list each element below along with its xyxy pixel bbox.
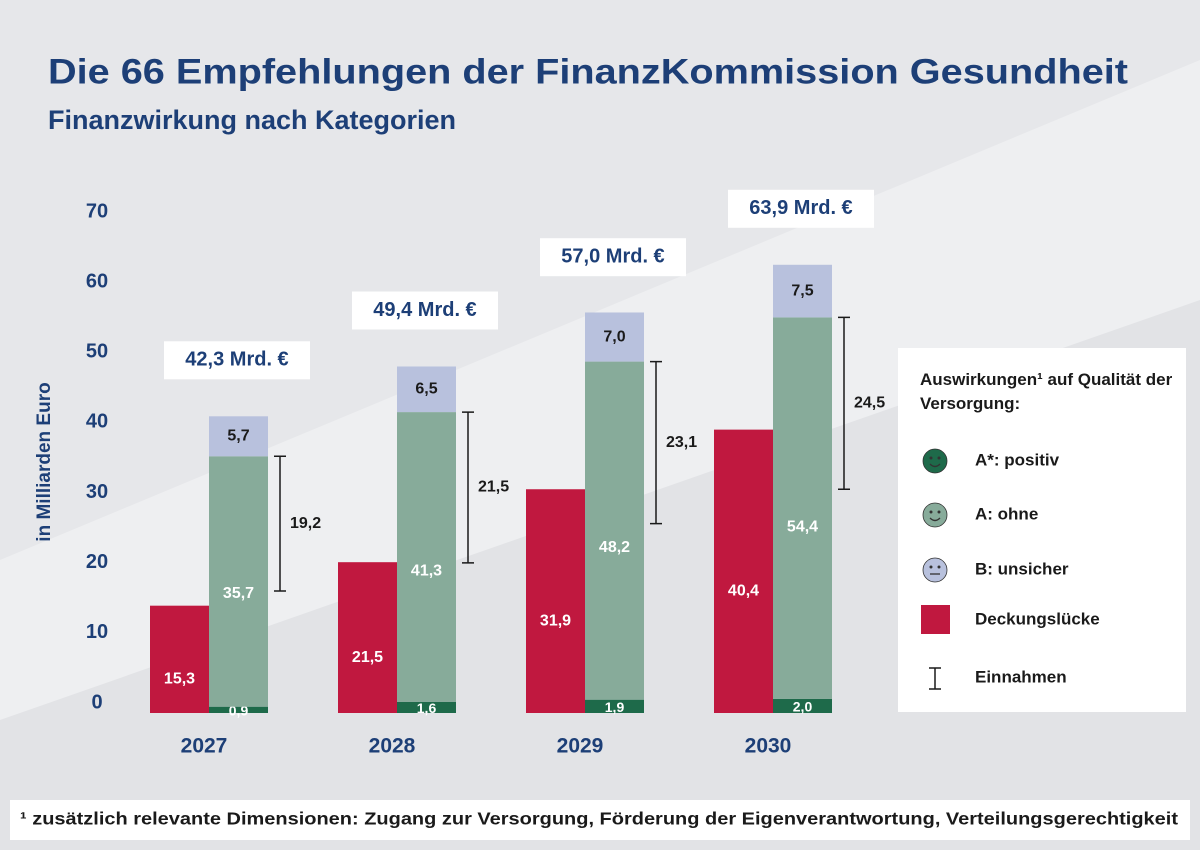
legend-label: A: ohne bbox=[975, 504, 1038, 523]
bar-value-label: 7,5 bbox=[791, 282, 813, 299]
error-label: 24,5 bbox=[854, 395, 885, 412]
total-label-box bbox=[164, 341, 310, 380]
legend-label: A*: positiv bbox=[975, 450, 1060, 469]
legend-icon bbox=[929, 456, 933, 460]
y-tick-label: 50 bbox=[86, 341, 108, 363]
error-label: 21,5 bbox=[478, 479, 509, 496]
bar-value-label: 15,3 bbox=[164, 671, 195, 688]
legend-icon bbox=[929, 517, 941, 522]
bar bbox=[150, 605, 209, 713]
bar-value-label: 6,5 bbox=[415, 381, 437, 398]
x-tick-label: 2028 bbox=[369, 735, 416, 758]
error-bracket bbox=[274, 455, 286, 592]
bar-value-label: 5,7 bbox=[227, 428, 249, 445]
bar bbox=[338, 562, 397, 713]
total-label: 49,4 Mrd. € bbox=[373, 299, 476, 321]
bar-segment bbox=[585, 699, 644, 713]
bar-segment bbox=[397, 366, 456, 413]
legend-icon bbox=[937, 510, 941, 514]
y-axis-label: in Milliarden Euro bbox=[34, 382, 55, 541]
bar-value-label: 48,2 bbox=[599, 539, 630, 556]
error-label: 19,2 bbox=[290, 515, 321, 532]
chart-subtitle: Finanzwirkung nach Kategorien bbox=[48, 105, 456, 135]
bar-value-label: 2,0 bbox=[793, 699, 813, 715]
bar-value-label: 7,0 bbox=[603, 328, 625, 345]
bar-value-label: 35,7 bbox=[223, 585, 254, 602]
bar-segment bbox=[585, 361, 644, 700]
total-label: 42,3 Mrd. € bbox=[185, 349, 288, 371]
error-bracket bbox=[650, 360, 662, 525]
footnote-box bbox=[10, 800, 1190, 840]
error-bracket bbox=[462, 411, 474, 564]
total-label-box bbox=[540, 238, 686, 277]
legend-icon bbox=[937, 456, 941, 460]
legend-swatch bbox=[921, 605, 950, 634]
bar-segment bbox=[585, 312, 644, 362]
error-bracket bbox=[838, 316, 850, 490]
bar-segment bbox=[397, 701, 456, 713]
legend-icon bbox=[929, 463, 941, 468]
total-label: 57,0 Mrd. € bbox=[561, 245, 664, 267]
legend-icon bbox=[922, 502, 948, 528]
y-tick-label: 30 bbox=[86, 481, 108, 503]
legend-box bbox=[898, 348, 1186, 712]
bar-segment bbox=[209, 456, 268, 707]
bar-segment bbox=[209, 706, 268, 713]
y-tick-label: 40 bbox=[86, 411, 108, 433]
legend-icon bbox=[929, 565, 933, 569]
bar-segment bbox=[773, 317, 832, 699]
footnote: ¹ zusätzlich relevante Dimensionen: Zuga… bbox=[20, 809, 1178, 829]
legend-label: Deckungslücke bbox=[975, 609, 1100, 628]
bar-value-label: 54,4 bbox=[787, 518, 818, 535]
legend-icon bbox=[929, 510, 933, 514]
bar-value-label: 41,3 bbox=[411, 563, 442, 580]
legend-icon bbox=[922, 448, 948, 474]
bar-value-label: 1,6 bbox=[417, 700, 437, 716]
bar-segment bbox=[209, 416, 268, 457]
legend-label: B: unsicher bbox=[975, 559, 1069, 578]
x-tick-label: 2030 bbox=[745, 735, 792, 758]
legend-title: Auswirkungen¹ auf Qualität der Versorgun… bbox=[920, 370, 1173, 413]
total-label: 63,9 Mrd. € bbox=[749, 197, 852, 219]
chart-title: Die 66 Empfehlungen der FinanzKommission… bbox=[48, 52, 1128, 91]
legend-label: Einnahmen bbox=[975, 667, 1067, 686]
y-tick-label: 20 bbox=[86, 551, 108, 573]
y-tick-label: 10 bbox=[86, 621, 108, 643]
bar bbox=[714, 429, 773, 713]
bar-value-label: 21,5 bbox=[352, 649, 383, 666]
bar bbox=[526, 489, 585, 713]
bar-segment bbox=[773, 264, 832, 318]
bar-segment bbox=[397, 412, 456, 702]
total-label-box bbox=[352, 291, 498, 330]
y-tick-label: 60 bbox=[86, 270, 108, 292]
x-tick-label: 2027 bbox=[181, 735, 228, 758]
bar-value-label: 31,9 bbox=[540, 612, 571, 629]
y-tick-label: 0 bbox=[91, 691, 102, 713]
bar-segment bbox=[773, 698, 832, 713]
error-label: 23,1 bbox=[666, 434, 697, 451]
bar-value-label: 1,9 bbox=[605, 699, 625, 715]
legend-icon bbox=[937, 565, 941, 569]
total-label-box bbox=[728, 189, 874, 228]
x-tick-label: 2029 bbox=[557, 735, 604, 758]
legend-icon bbox=[922, 557, 948, 583]
legend-swatch bbox=[929, 667, 941, 690]
y-tick-label: 70 bbox=[86, 200, 108, 222]
bar-value-label: 40,4 bbox=[728, 583, 759, 600]
